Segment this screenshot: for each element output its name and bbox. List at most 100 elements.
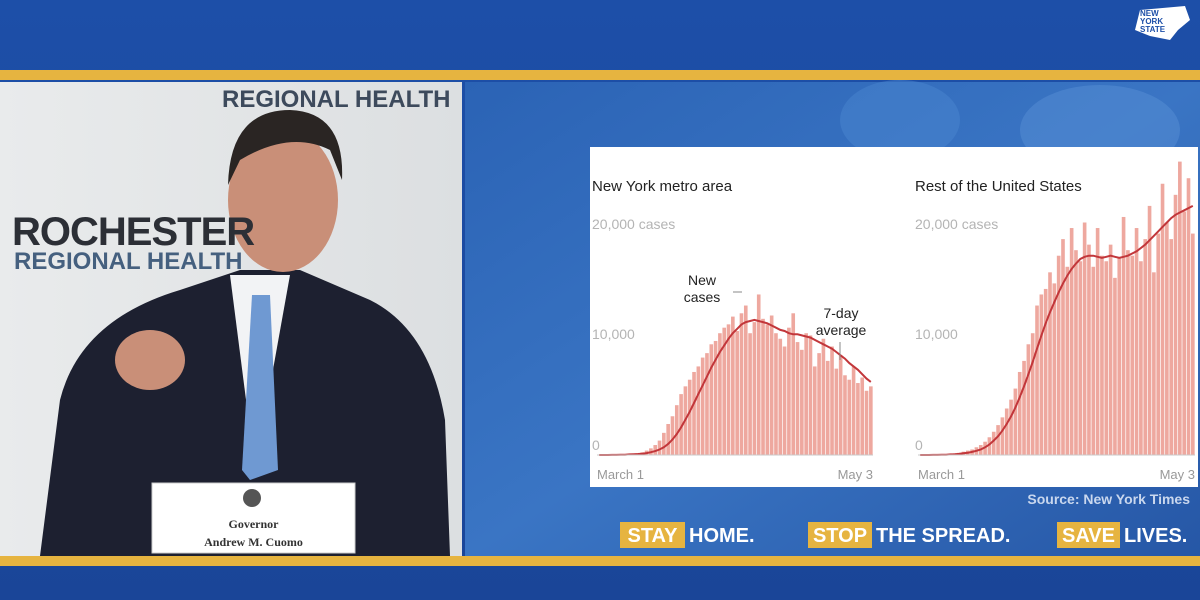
bar [1156,233,1161,455]
speaker-head [228,128,338,272]
bar [1143,239,1148,455]
bar [1013,388,1018,455]
bar [687,379,692,455]
bar [1121,216,1126,455]
bar [752,322,757,455]
bar [991,431,996,455]
bar [1004,408,1009,455]
logo-text: NEW YORK STATE [1140,9,1166,34]
backdrop-text: REGIONAL HEALTH [222,86,451,113]
bar [739,313,744,455]
bar [787,327,791,455]
bar [1048,272,1052,455]
backdrop-text: ROCHESTER [12,210,255,254]
bar [1009,399,1013,455]
nameplate-name: Andrew M. Cuomo [204,535,303,549]
bar [1043,288,1048,455]
bar [705,353,709,455]
average-line [599,318,872,456]
bar [860,377,865,455]
highlight-box [808,522,872,548]
bar [1061,239,1065,455]
bar [795,342,800,455]
bar [1069,228,1074,455]
bar [1165,222,1169,455]
gold-rule [0,556,1200,566]
bar [864,390,869,455]
bar [1078,261,1083,455]
bar [743,305,748,455]
bar [987,437,992,455]
bar [662,432,666,455]
bar [996,425,1000,455]
bar [666,424,670,455]
bar [657,440,662,455]
bar [653,445,658,455]
bar [670,416,675,455]
bar [821,338,826,455]
banner-text: HOME. [689,525,755,547]
x-tick-label: May 3 [837,467,873,482]
bar [1056,255,1061,455]
banner-highlight: STOP [812,525,868,547]
bar [700,357,705,455]
bar [1100,255,1104,455]
backdrop-text: REGIONAL HEALTH [14,248,243,275]
bar [1191,233,1195,455]
bar [1030,333,1035,455]
bar [1091,266,1096,455]
annotation: New cases [683,272,721,305]
x-tick-label: March 1 [597,467,644,482]
y-tick-label: 0 [915,437,923,453]
bar [1113,277,1117,455]
bar [1182,211,1186,455]
bar [679,394,683,455]
bar [1104,261,1109,455]
bar [1026,344,1031,455]
bar [1108,244,1113,455]
bar [756,294,761,455]
bar [1095,228,1100,455]
bar [843,375,847,455]
bar [713,340,718,455]
bar [791,313,796,455]
banner-highlight: STAY [627,525,678,547]
y-tick-label: 20,000 cases [592,215,676,232]
x-tick-label: March 1 [918,467,965,482]
bar [722,327,727,455]
bar [1000,417,1005,455]
annotation: 7-day average [815,305,867,338]
banner-highlight: SAVE [1062,525,1115,547]
bar [851,366,856,455]
nameplate-title: Governor [228,517,279,531]
bar [812,366,817,455]
chart-title: New York metro area [592,178,733,195]
bar [769,315,774,455]
source-note: Source: New York Times [1027,491,1190,507]
bar [1052,283,1057,455]
bar [761,318,765,455]
gold-rule [0,70,1200,80]
speaker-hand [115,330,185,390]
state-seal [243,489,261,507]
bar [765,324,770,455]
bar [817,353,821,455]
y-tick-label: 20,000 cases [915,215,999,232]
y-tick-label: 10,000 [915,326,958,343]
bar [1134,228,1139,455]
chart-title: Rest of the United States [915,178,1082,195]
bar [1147,205,1152,455]
bar [1178,161,1182,455]
bar [735,331,739,455]
bar [1017,371,1022,455]
highlight-box [1057,522,1120,548]
bar [782,346,787,455]
bar [1117,257,1122,455]
bar [834,368,839,455]
speaker-hair [228,110,343,185]
banner-text: LIVES. [1124,525,1188,547]
bar [1173,194,1178,456]
highlight-box [620,522,685,548]
